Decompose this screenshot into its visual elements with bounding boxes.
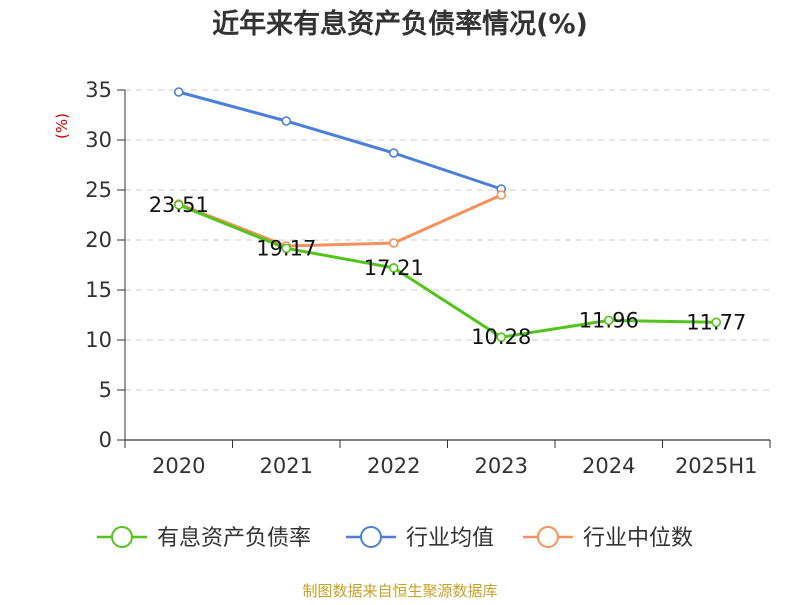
axes: 0 5 10 15 20 25 30 35 2020 2021 2022 2023 2024 2025H1: [85, 78, 771, 478]
source-note: 制图数据来自恒生聚源数据库: [302, 582, 497, 600]
legend-label: 有息资产负债率: [157, 526, 311, 551]
data-point: [388, 148, 399, 158]
series-line: [178, 90, 502, 191]
series-layer: [173, 87, 722, 343]
x-tick-label: 2021: [260, 454, 313, 478]
data-point: [603, 315, 614, 326]
data-label: 10.28: [471, 325, 531, 349]
x-tick-label: 2024: [582, 454, 635, 478]
y-tick-label: 30: [85, 128, 112, 152]
y-tick-label: 0: [99, 428, 112, 452]
y-tick-label: 25: [85, 178, 112, 202]
legend-marker: [360, 526, 382, 548]
chart-title: 近年来有息资产负债率情况(%): [212, 8, 588, 40]
y-tick-label: 5: [99, 378, 112, 402]
y-axis-unit-label: (%): [53, 113, 71, 139]
data-point: [388, 263, 399, 273]
x-tick-label: 2022: [367, 454, 420, 478]
data-label: 23.51: [149, 193, 209, 217]
legend-marker: [537, 526, 559, 548]
legend[interactable]: 有息资产负债率 行业均值 行业中位数: [97, 526, 693, 551]
x-tick-label: 2023: [475, 454, 528, 478]
legend-label: 行业中位数: [583, 526, 693, 551]
series-line: [178, 193, 502, 248]
data-labels: 23.51 19.17 17.21 10.28 11.96 11.77: [149, 193, 747, 349]
data-label: 19.17: [256, 236, 316, 260]
data-point: [281, 116, 292, 126]
data-point: [496, 332, 507, 343]
x-tick-label: 2020: [152, 454, 205, 478]
data-point: [281, 243, 292, 254]
y-tick-label: 10: [85, 328, 112, 352]
series-line: [178, 203, 717, 339]
data-point: [711, 317, 722, 328]
y-tick-label: 20: [85, 228, 112, 252]
data-point: [496, 190, 507, 200]
y-tick-label: 15: [85, 278, 112, 302]
legend-item[interactable]: 行业中位数: [523, 526, 693, 551]
data-point: [173, 87, 184, 97]
legend-marker: [111, 526, 133, 548]
x-tick-label: 2025H1: [675, 454, 758, 478]
grid-lines: [125, 89, 770, 391]
data-point: [173, 200, 184, 210]
legend-item[interactable]: 有息资产负债率: [97, 526, 311, 551]
data-label: 17.21: [364, 256, 424, 280]
data-label: 11.77: [686, 310, 746, 334]
legend-item[interactable]: 行业均值: [346, 526, 494, 551]
data-point: [388, 238, 399, 248]
legend-label: 行业均值: [406, 526, 494, 551]
y-tick-label: 35: [85, 78, 112, 102]
data-label: 11.96: [579, 308, 639, 332]
